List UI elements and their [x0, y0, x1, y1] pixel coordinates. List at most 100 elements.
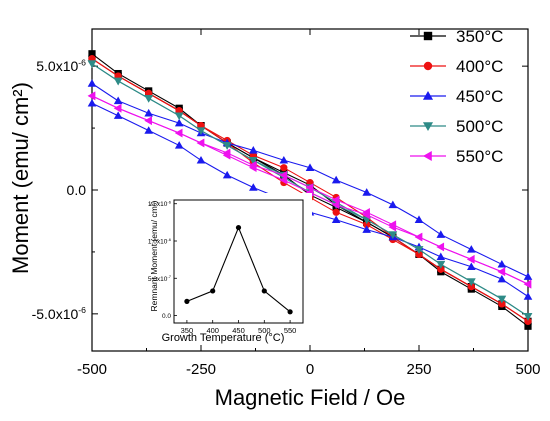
data-point	[436, 230, 446, 238]
data-point	[249, 146, 258, 154]
data-point	[467, 255, 475, 264]
data-point	[174, 118, 184, 127]
data-point	[196, 155, 206, 164]
data-point	[331, 215, 341, 223]
inset-y-tick-label-exponent: -6	[167, 200, 171, 205]
data-point	[144, 116, 152, 125]
inset-y-tick-label-exponent: -6	[167, 237, 171, 242]
data-point	[87, 79, 97, 87]
legend-item: 550°C	[410, 147, 503, 166]
legend-item: 350°C	[410, 27, 503, 46]
inset-y-tick-label-mantissa: 5.0x10	[148, 276, 168, 283]
data-point	[222, 170, 232, 179]
x-tick-label: 500	[515, 361, 540, 378]
legend: 350°C 400°C 450°C 500°C 550°C	[410, 27, 503, 166]
legend-swatch-marker	[422, 150, 432, 162]
legend-label: 350°C	[456, 27, 503, 46]
inset-background	[138, 193, 312, 345]
y-tick-label: 5.0x10-6	[36, 58, 86, 75]
data-point	[524, 317, 532, 325]
x-tick-label: -250	[186, 361, 216, 378]
legend-item: 400°C	[410, 57, 503, 76]
y-tick-label: 0.0	[67, 182, 87, 198]
inset-y-tick-label-exponent: -7	[167, 274, 171, 279]
y-tick-label-exponent: -6	[78, 305, 86, 315]
series-4	[87, 91, 532, 289]
data-point	[437, 265, 445, 273]
data-point	[331, 175, 341, 184]
data-point	[362, 188, 371, 196]
data-point	[174, 112, 184, 121]
data-point	[436, 261, 446, 269]
data-point	[436, 252, 446, 261]
inset-data-point	[287, 309, 293, 315]
inset-x-tick-label: 550	[284, 326, 297, 335]
data-point	[414, 232, 423, 242]
data-point	[523, 292, 533, 300]
data-point	[280, 164, 288, 172]
data-point	[113, 111, 123, 119]
legend-label: 450°C	[456, 87, 503, 106]
inset-data-point	[235, 224, 242, 231]
data-point	[414, 215, 424, 223]
inset-x-axis-label: Growth Temperature (°C)	[162, 332, 285, 344]
data-point	[414, 246, 424, 254]
data-point	[467, 262, 476, 271]
data-point	[332, 208, 340, 216]
data-point	[305, 163, 315, 171]
legend-item: 450°C	[410, 87, 503, 106]
data-point	[436, 242, 445, 252]
inset-data-point	[184, 298, 190, 304]
data-point	[174, 141, 184, 149]
legend-label: 500°C	[456, 117, 503, 136]
data-point	[497, 274, 507, 283]
data-point	[196, 138, 205, 148]
inset-x-tick-label: 450	[232, 326, 245, 335]
y-tick-label-mantissa: -5.0x10	[32, 306, 79, 322]
data-point	[415, 250, 423, 258]
data-point	[196, 127, 206, 135]
data-point	[144, 95, 153, 103]
data-point	[498, 300, 506, 308]
legend-label: 400°C	[456, 57, 503, 76]
inset-data-point	[261, 288, 267, 294]
x-axis-label: Magnetic Field / Oe	[215, 385, 406, 410]
data-point	[388, 200, 398, 209]
data-point	[388, 222, 397, 232]
data-point	[87, 91, 96, 101]
x-tick-label: -500	[77, 361, 107, 378]
inset-y-axis-label: Remnant Moment (emu/ cm²)	[149, 200, 159, 311]
data-point	[222, 142, 232, 150]
inset-y-tick-label-mantissa: 1.5x10	[148, 201, 168, 208]
data-point	[467, 278, 476, 286]
data-point	[174, 128, 183, 138]
data-point	[363, 221, 371, 229]
inset-data-point	[210, 288, 216, 294]
data-point	[144, 126, 153, 134]
legend-item: 500°C	[410, 117, 503, 136]
data-point	[523, 279, 532, 289]
y-tick-label-mantissa: 5.0x10	[36, 58, 78, 74]
data-point	[113, 103, 122, 113]
inset-x-tick-label: 500	[258, 326, 271, 335]
y-tick-label-exponent: -6	[78, 58, 86, 68]
data-point	[87, 98, 97, 107]
data-point	[249, 157, 258, 165]
data-point	[523, 313, 533, 321]
data-point	[113, 96, 123, 105]
data-point	[388, 231, 398, 239]
data-point	[497, 259, 507, 268]
data-point	[497, 267, 506, 277]
inset-chart: 350 400 450 500 5500.05.0x10-71.0x10-61.5x10…	[138, 193, 312, 345]
data-point	[362, 225, 371, 233]
legend-swatch-marker	[422, 90, 434, 100]
data-point	[279, 175, 288, 185]
data-point	[331, 200, 340, 210]
data-point	[279, 155, 289, 164]
data-point	[497, 295, 507, 304]
inset-y-tick-label: 0.0	[162, 313, 171, 320]
data-point	[222, 151, 231, 160]
inset-x-tick-label: 400	[206, 326, 219, 335]
data-point	[113, 77, 123, 86]
data-point	[467, 283, 475, 291]
